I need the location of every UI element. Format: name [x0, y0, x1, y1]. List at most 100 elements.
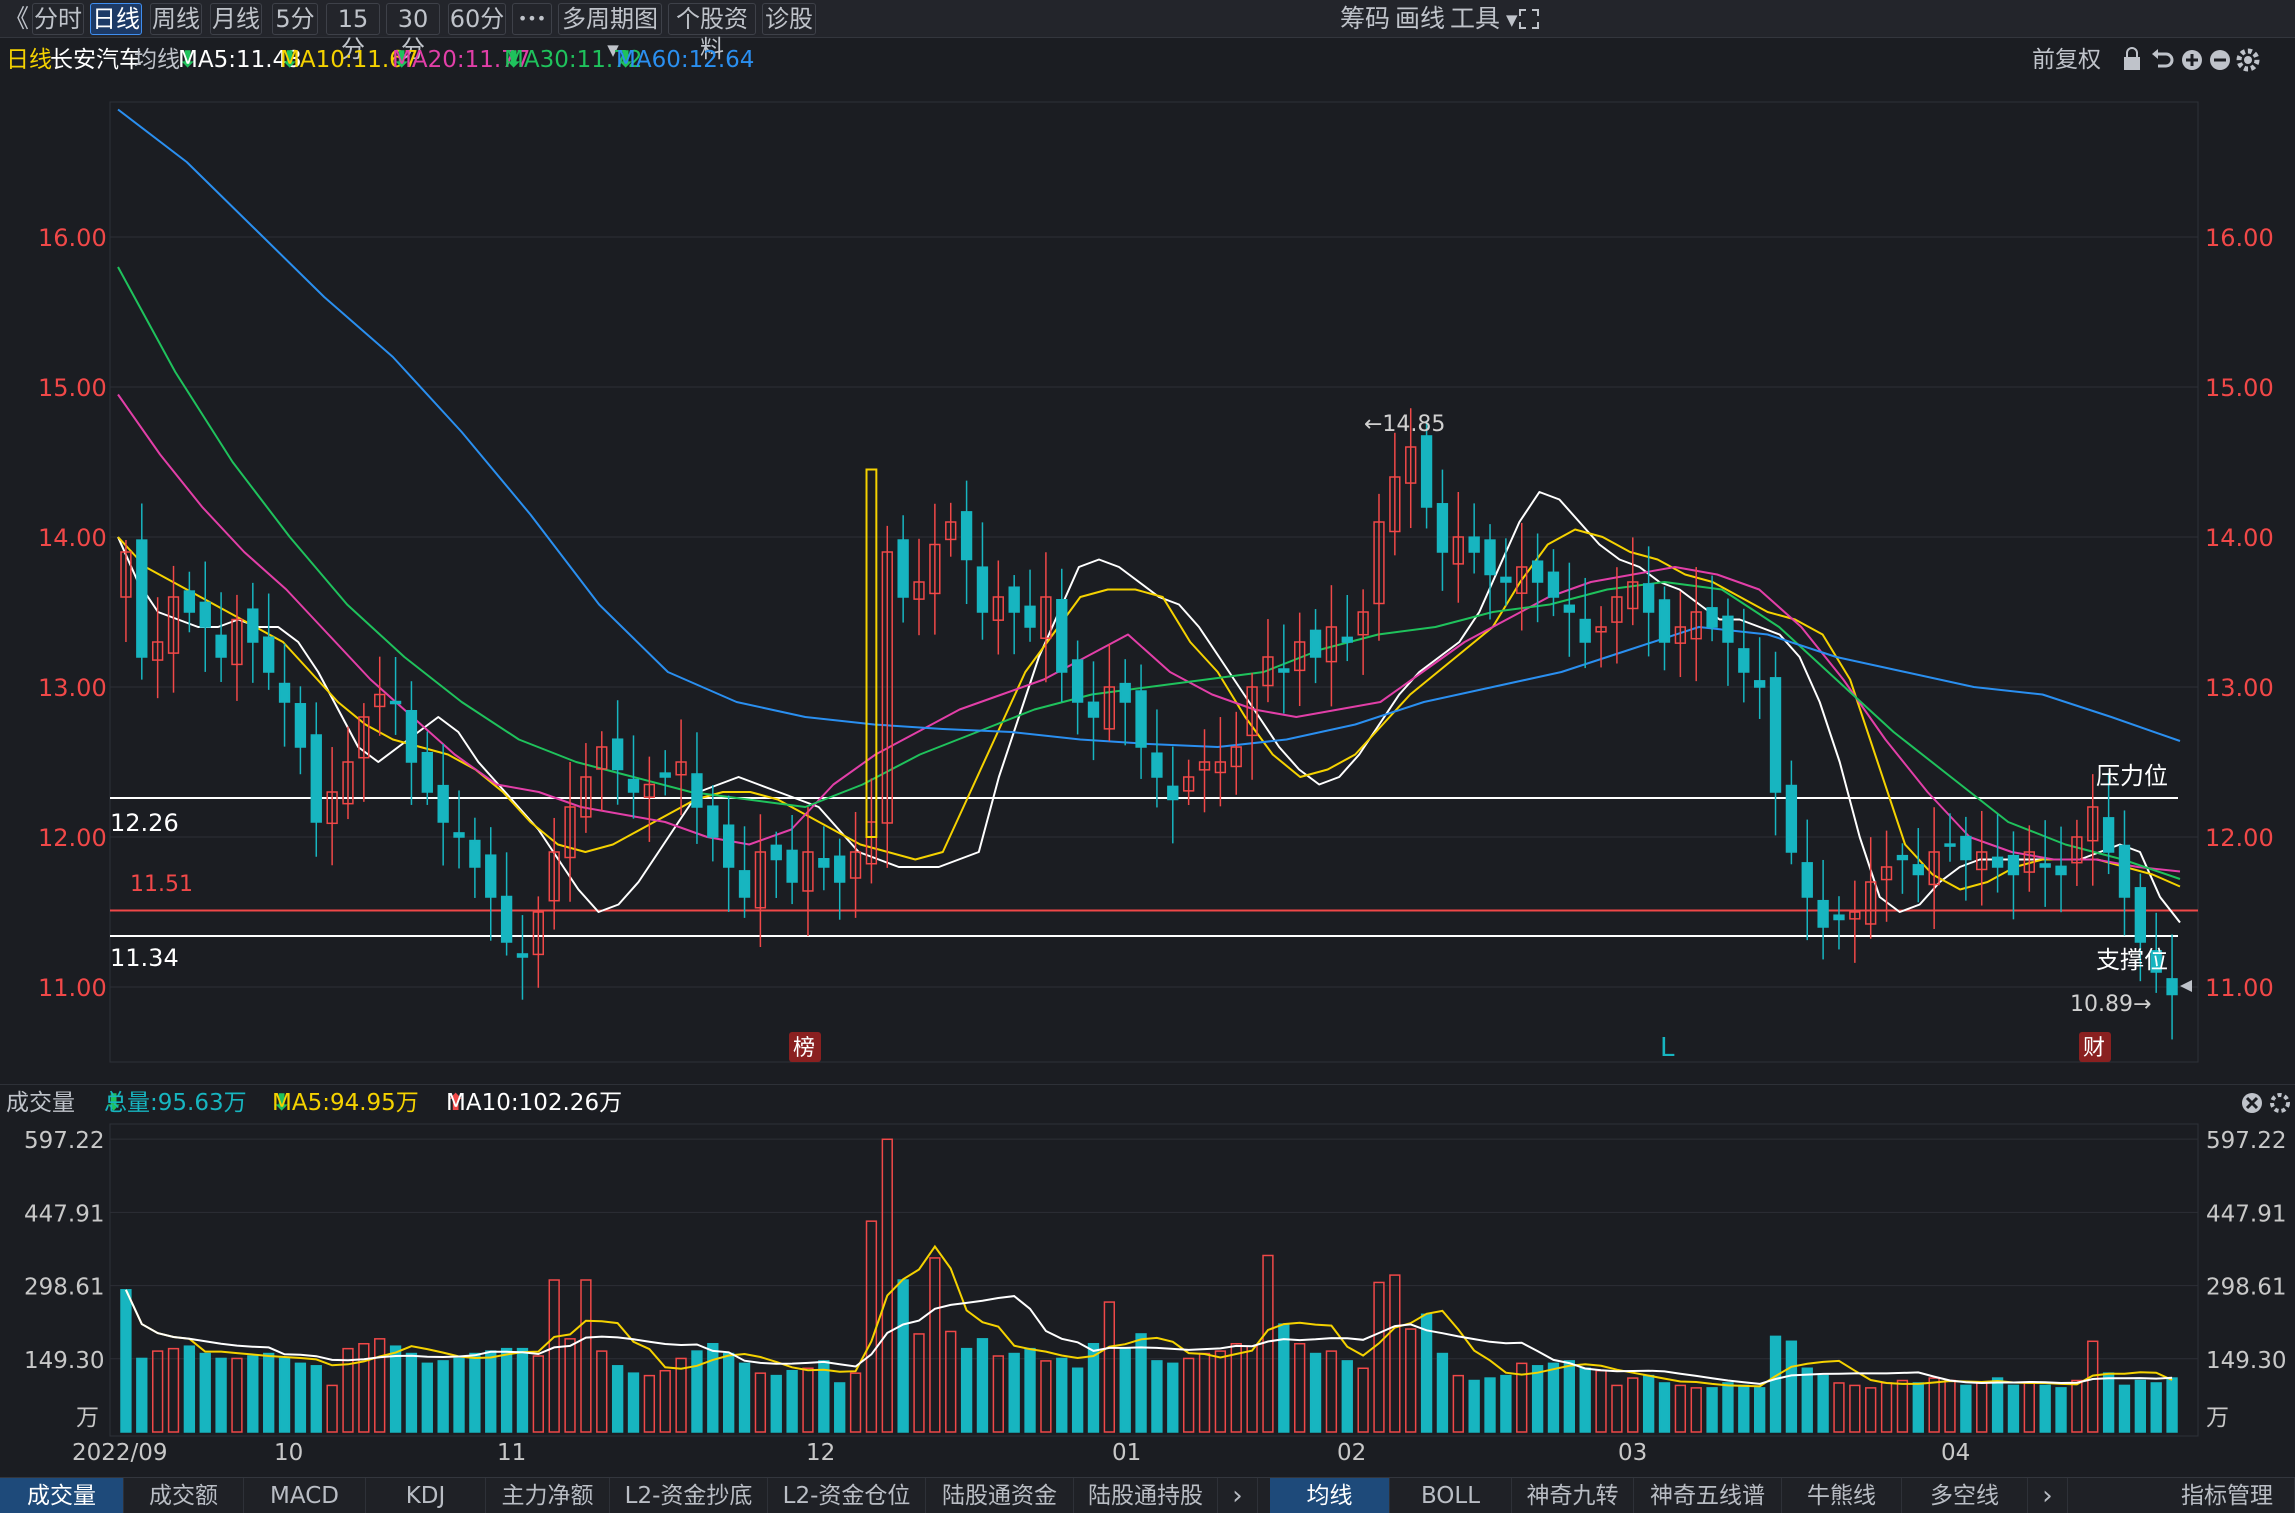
candle-down: [1135, 690, 1147, 748]
tabs-next-icon-right[interactable]: ›: [2028, 1478, 2068, 1513]
tab-magic-nine[interactable]: 神奇九转: [1512, 1478, 1634, 1513]
candle-up: [1880, 866, 1893, 881]
price-axis-right: 16.00 15.00 14.00 13.00 12.00 11.00: [2205, 224, 2274, 1002]
price-tick-left: 12.00: [38, 824, 107, 852]
gear-icon[interactable]: [2236, 48, 2260, 72]
ma-line-ma10: [117, 528, 2181, 891]
diagnose-button[interactable]: 诊股: [762, 3, 816, 35]
undo-icon[interactable]: [2152, 49, 2174, 68]
l-badge[interactable]: L: [1660, 1033, 1675, 1063]
multi-period-dropdown[interactable]: 多周期图 ▼: [558, 3, 662, 59]
lock-icon[interactable]: [2124, 47, 2140, 70]
legend-tool-icons: [2120, 42, 2290, 89]
period-tab-weekly[interactable]: 周线: [150, 3, 202, 35]
candle-up: [1516, 566, 1528, 594]
price-tick-left: 13.00: [38, 674, 107, 702]
collapse-arrow-icon[interactable]: 《: [4, 4, 30, 33]
volume-bar-down: [707, 1342, 719, 1433]
candle-down: [2150, 950, 2162, 973]
volume-bar-down: [1341, 1360, 1353, 1433]
candle-up: [342, 761, 354, 805]
tab-long-short[interactable]: 多空线: [1902, 1478, 2028, 1513]
more-periods-button[interactable]: •••: [512, 3, 552, 35]
price-plot-frame: [109, 101, 2199, 1063]
candle-down: [1658, 599, 1671, 643]
volume-chart[interactable]: 597.22 597.22 447.91 447.91 298.61 298.61 149.…: [0, 1120, 2295, 1440]
candle-down: [1801, 862, 1813, 898]
volume-bar-up: [659, 1369, 671, 1433]
period-tab-monthly[interactable]: 月线: [210, 3, 262, 35]
adjust-mode[interactable]: 前复权: [2032, 47, 2101, 73]
fullscreen-icon[interactable]: [1518, 3, 1540, 35]
stock-info-button[interactable]: 个股资料: [668, 3, 756, 63]
volume-bar-up: [643, 1374, 656, 1433]
candle-down: [453, 832, 465, 838]
tab-turnover[interactable]: 成交额: [124, 1478, 244, 1513]
price-chart[interactable]: 16.00 15.00 14.00 13.00 12.00 11.00 16.00 15.0…: [0, 80, 2295, 1080]
candle-up: [358, 716, 370, 759]
tab-macd[interactable]: MACD: [244, 1478, 366, 1513]
tab-ma[interactable]: 均线: [1270, 1478, 1390, 1513]
volume-ma-lines: [124, 1244, 2173, 1388]
indicator-manage-button[interactable]: 指标管理: [2160, 1478, 2295, 1513]
draw-line-button[interactable]: 画线: [1395, 4, 1446, 33]
period-tab-60min[interactable]: 60分: [448, 3, 506, 35]
period-tab-5min[interactable]: 5分: [272, 3, 318, 35]
price-tick-left: 15.00: [38, 374, 107, 402]
candle-down: [1754, 680, 1766, 688]
candle-up: [1103, 686, 1116, 730]
volume-bar-up: [1452, 1374, 1464, 1433]
tab-boll[interactable]: BOLL: [1390, 1478, 1512, 1513]
tab-l2-position[interactable]: L2-资金仓位: [768, 1478, 926, 1513]
candle-down: [1991, 856, 2004, 868]
bang-badge[interactable]: 榜: [789, 1032, 821, 1062]
tab-northbound-flow[interactable]: 陆股通资金: [926, 1478, 1074, 1513]
candle-down: [2166, 978, 2178, 996]
volume-bar-down: [976, 1338, 989, 1433]
zoom-out-icon[interactable]: [2210, 50, 2230, 70]
candle-up: [754, 851, 767, 909]
candle-up: [151, 641, 164, 661]
volume-bar-up: [849, 1372, 862, 1433]
tab-bull-bear[interactable]: 牛熊线: [1782, 1478, 1902, 1513]
tab-kdj[interactable]: KDJ: [366, 1478, 486, 1513]
candle-up: [1405, 446, 1417, 484]
candle-up: [865, 821, 878, 865]
period-tab-fenshi[interactable]: 分时: [32, 3, 84, 35]
volume-tick-left: 597.22: [24, 1128, 104, 1154]
period-tab-15min[interactable]: 15分: [326, 3, 380, 63]
volume-plot-frame: [109, 1123, 2199, 1437]
period-tab-30min[interactable]: 30分: [386, 3, 440, 63]
close-panel-icon[interactable]: [2236, 1085, 2292, 1132]
volume-bar-down: [1769, 1335, 1782, 1433]
tabs-next-icon[interactable]: ›: [1218, 1478, 1258, 1513]
volume-bar-down: [183, 1345, 196, 1433]
volume-bar-down: [247, 1355, 259, 1433]
candle-down: [1912, 864, 1924, 876]
candle-down: [1706, 607, 1718, 628]
tools-dropdown[interactable]: 工具 ▼: [1450, 3, 1518, 35]
price-tick-right: 15.00: [2205, 374, 2274, 402]
candle-down: [723, 824, 735, 868]
tab-northbound-holding[interactable]: 陆股通持股: [1074, 1478, 1218, 1513]
resistance-label: 压力位: [2096, 762, 2168, 790]
tab-l2-bottom-fishing[interactable]: L2-资金抄底: [610, 1478, 768, 1513]
arrow-down-icon: ⬇: [272, 1090, 292, 1116]
tab-main-net[interactable]: 主力净额: [486, 1478, 610, 1513]
volume-bar-down: [1912, 1382, 1924, 1433]
candle-up: [881, 551, 893, 824]
tab-magic-five-lines[interactable]: 神奇五线谱: [1634, 1478, 1782, 1513]
candle-up: [1214, 761, 1227, 774]
ma-label[interactable]: 均线: [134, 47, 180, 73]
volume-bar-down: [834, 1382, 846, 1433]
cai-badge[interactable]: 财: [2079, 1032, 2111, 1062]
zoom-in-icon[interactable]: [2182, 50, 2202, 70]
period-tab-daily[interactable]: 日线: [90, 3, 142, 35]
candle-down: [516, 953, 529, 958]
volume-bar-down: [1754, 1387, 1766, 1433]
tab-volume[interactable]: 成交量: [0, 1478, 124, 1513]
chip-button[interactable]: 筹码: [1340, 4, 1391, 33]
candle-down: [1420, 435, 1433, 508]
volume-bar-down: [1531, 1365, 1544, 1433]
volume-ma10-line: [124, 1289, 2173, 1385]
